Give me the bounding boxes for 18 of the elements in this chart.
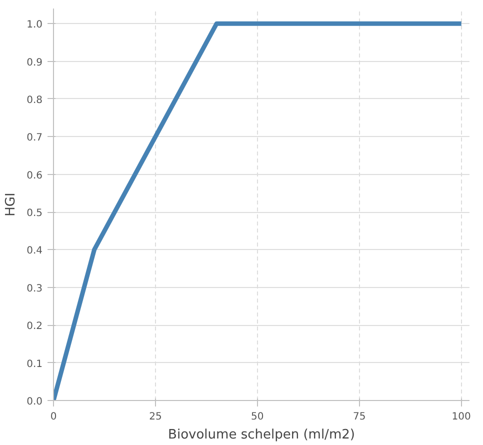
y-tick-label: 0.1	[26, 358, 43, 370]
y-tick-label: 0.7	[26, 132, 43, 144]
x-tick-label: 75	[353, 412, 366, 422]
y-axis-title: HGI	[4, 192, 19, 216]
x-tick-label: 50	[251, 412, 264, 422]
y-tick-label: 0.3	[26, 283, 43, 294]
x-tick-label: 0	[50, 412, 57, 422]
y-tick-label: 0.6	[26, 170, 43, 182]
y-tick-label: 0.5	[26, 208, 43, 220]
y-tick-label: 0.4	[26, 246, 43, 257]
y-tick-label: 0.2	[26, 321, 43, 332]
y-tick-label: 1.0	[26, 20, 43, 31]
x-tick-label: 100	[452, 412, 471, 422]
y-tick-label: 0.9	[26, 57, 43, 68]
x-tick-label: 25	[149, 412, 162, 422]
y-tick-label: 0.8	[26, 94, 43, 106]
x-axis-title: Biovolume schelpen (ml/m2)	[168, 428, 355, 442]
y-tick-label: 0.0	[26, 396, 43, 408]
